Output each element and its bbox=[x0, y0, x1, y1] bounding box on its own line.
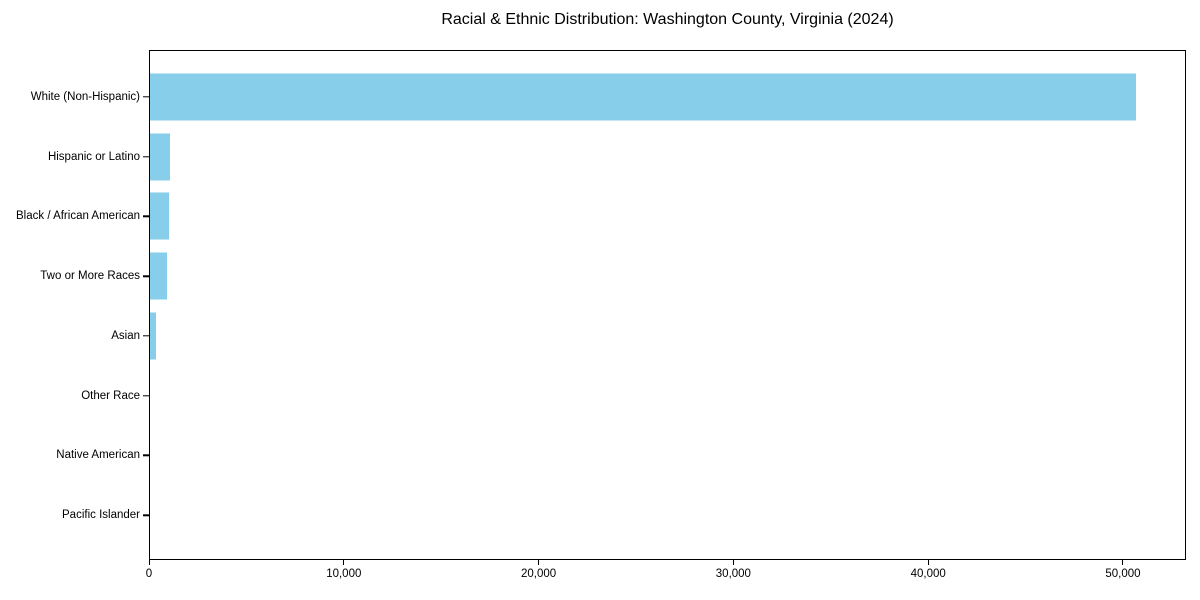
category-label: Other Race bbox=[81, 389, 140, 402]
y-tick bbox=[143, 155, 149, 158]
category-label: Asian bbox=[111, 329, 140, 342]
chart-row: Hispanic or Latino bbox=[48, 127, 1185, 187]
x-tick-mark bbox=[927, 560, 929, 565]
category-label: Native American bbox=[56, 449, 140, 462]
chart-row: White (Non-Hispanic) bbox=[31, 67, 1185, 127]
bar bbox=[150, 192, 170, 240]
category-label: Pacific Islander bbox=[62, 509, 140, 522]
chart-row: Pacific Islander bbox=[62, 485, 1185, 545]
category-label: White (Non-Hispanic) bbox=[30, 90, 140, 103]
y-tick bbox=[143, 275, 149, 277]
y-tick bbox=[143, 514, 149, 516]
category-label: Hispanic or Latino bbox=[47, 150, 140, 163]
y-tick bbox=[143, 215, 149, 218]
y-tick bbox=[143, 96, 149, 98]
bar bbox=[150, 252, 167, 300]
x-tick-label: 20,000 bbox=[520, 568, 557, 580]
bar bbox=[150, 312, 156, 360]
bars-container: White (Non-Hispanic) Hispanic or Latino Bl… bbox=[16, 51, 1185, 559]
chart-row: Native American bbox=[56, 426, 1185, 486]
chart-title: Racial & Ethnic Distribution: Washington… bbox=[441, 11, 894, 28]
category-label: Black / African American bbox=[16, 210, 140, 223]
x-tick-mark bbox=[343, 560, 345, 565]
y-tick bbox=[143, 394, 149, 397]
chart-row: Asian bbox=[111, 306, 1185, 366]
x-axis: 0 10,000 20,000 30,000 40,000 50,000 bbox=[145, 560, 1186, 595]
x-tick-label: 40,000 bbox=[910, 568, 946, 580]
x-tick-label: 0 bbox=[145, 568, 153, 580]
chart-row: Other Race bbox=[81, 366, 1185, 426]
x-tick-mark bbox=[732, 560, 734, 565]
category-label: Two or More Races bbox=[40, 270, 140, 283]
x-tick-mark bbox=[148, 560, 150, 565]
chart-row: Black / African American bbox=[16, 187, 1185, 247]
y-tick bbox=[143, 454, 149, 457]
x-tick-label: 50,000 bbox=[1105, 568, 1141, 580]
x-tick-mark bbox=[538, 560, 540, 565]
x-tick-label: 30,000 bbox=[715, 568, 751, 580]
chart-row: Two or More Races bbox=[40, 246, 1185, 306]
x-tick-mark bbox=[1122, 560, 1124, 565]
y-tick bbox=[143, 335, 149, 337]
bar bbox=[150, 73, 1136, 121]
plot-area: White (Non-Hispanic) Hispanic or Latino Bl… bbox=[16, 50, 1186, 560]
bar bbox=[150, 133, 170, 181]
x-tick-label: 10,000 bbox=[326, 568, 362, 580]
